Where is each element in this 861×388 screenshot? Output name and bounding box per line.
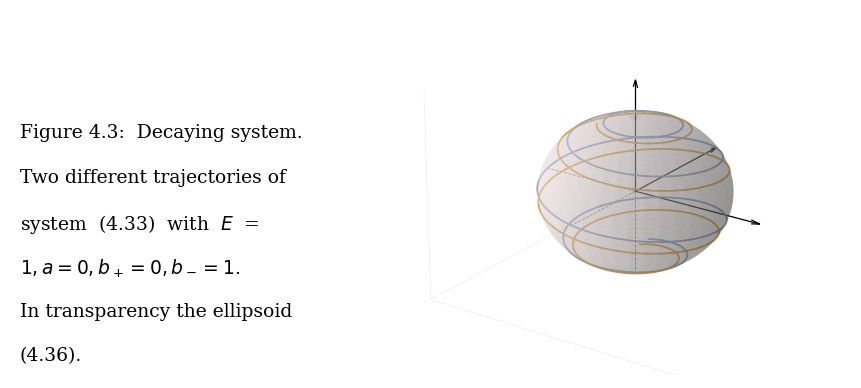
Text: Two different trajectories of: Two different trajectories of xyxy=(20,169,285,187)
Text: $1, a = 0, b_+ = 0, b_- = 1$.: $1, a = 0, b_+ = 0, b_- = 1$. xyxy=(20,258,240,280)
Text: In transparency the ellipsoid: In transparency the ellipsoid xyxy=(20,303,292,320)
Text: (4.36).: (4.36). xyxy=(20,347,82,365)
Text: system  (4.33)  with  $E$  =: system (4.33) with $E$ = xyxy=(20,213,259,236)
Text: Figure 4.3:  Decaying system.: Figure 4.3: Decaying system. xyxy=(20,124,302,142)
